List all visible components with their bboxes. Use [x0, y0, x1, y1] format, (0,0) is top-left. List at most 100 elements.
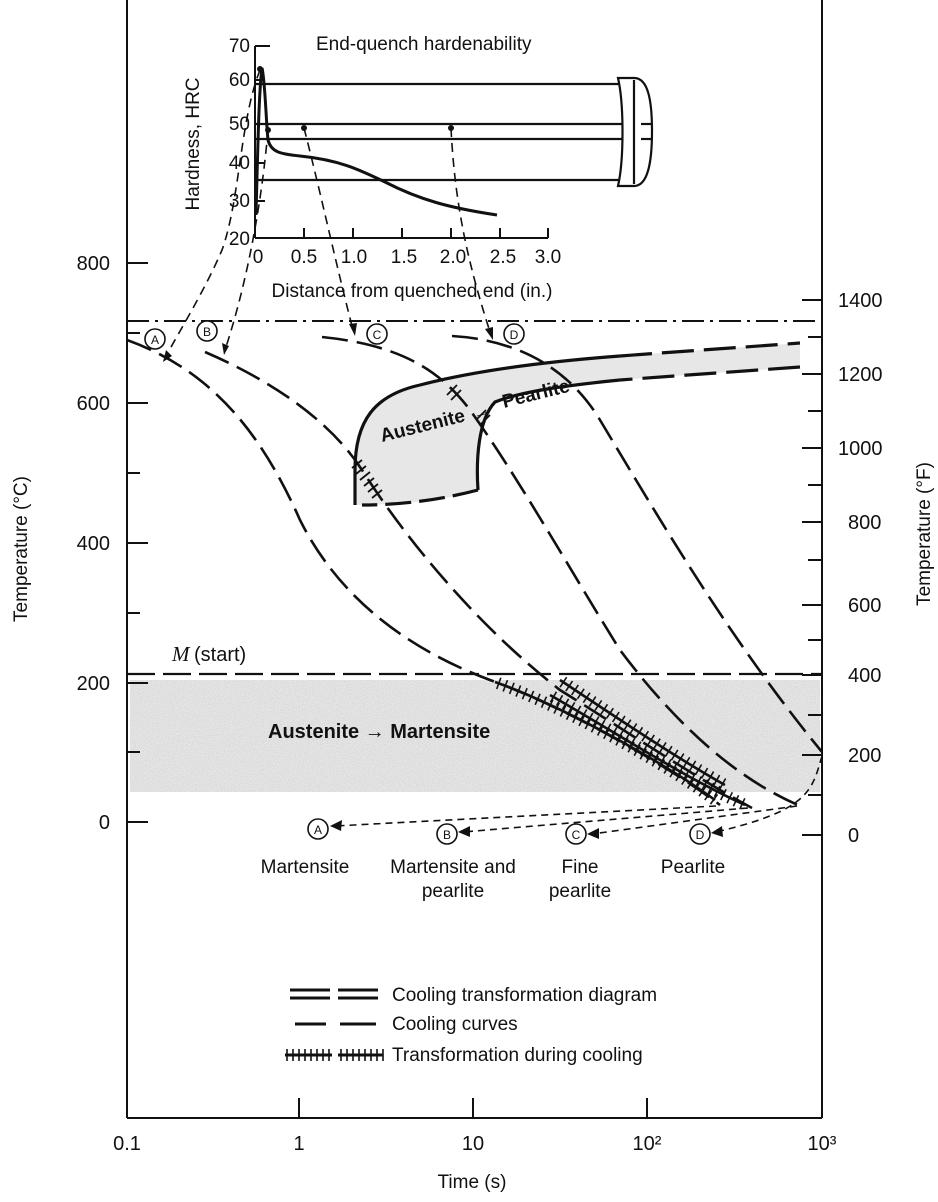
- hatch-tick: [645, 751, 654, 764]
- hatch-tick: [688, 760, 697, 772]
- hatch-tick: [549, 691, 558, 703]
- legend-label-hatched: Transformation during cooling: [392, 1045, 643, 1066]
- hatch-tick: [573, 705, 582, 717]
- hatch-tick: [682, 756, 691, 768]
- hatch-tick: [590, 721, 598, 733]
- hatch-tick: [572, 711, 579, 724]
- inset-connectors: [164, 69, 492, 359]
- hatch-tick: [695, 775, 703, 788]
- inset-end-quench: End-quench hardenability 70 60 50 40 30 …: [183, 34, 654, 302]
- hatch-tick: [508, 682, 515, 695]
- hatch-tick: [606, 707, 614, 719]
- hatch-tick: [676, 753, 685, 765]
- hatch-tick: [540, 696, 548, 708]
- inset-y-axis-label: Hardness, HRC: [183, 77, 204, 210]
- hatch-tick: [567, 701, 576, 714]
- hatch-tick: [616, 730, 624, 742]
- hatch-tick: [495, 677, 502, 690]
- tick-t-10: 10: [462, 1133, 484, 1155]
- hatch-tick: [628, 737, 636, 749]
- hatch-tick: [670, 762, 678, 774]
- hatch-tick: [576, 688, 585, 700]
- hatch-tick: [611, 711, 620, 723]
- legend-swatch-ctd: [290, 988, 378, 1000]
- hatch-tick: [652, 751, 660, 764]
- hatch-tick: [565, 708, 573, 720]
- hatch-tick: [585, 712, 594, 724]
- product-c-line2: pearlite: [549, 881, 611, 902]
- hardness-curve: [254, 67, 498, 217]
- connector-arrowheads: [163, 323, 493, 362]
- hatch-tick: [658, 742, 667, 754]
- inset-x-axis-label: Distance from quenched end (in.): [272, 281, 553, 302]
- hatch-tick: [706, 771, 715, 783]
- hatch-tick: [641, 730, 650, 742]
- hatch-tick: [682, 769, 690, 781]
- tick-f-600: 600: [848, 595, 881, 617]
- marker-d-top: D: [510, 328, 519, 342]
- hatch-tick: [688, 772, 697, 784]
- inset-x-tick-labels: 0 0.5 1.0 1.5 2.0 2.5 3.0: [253, 247, 562, 268]
- hatch-tick: [698, 785, 707, 797]
- hatch-tick: [663, 762, 672, 774]
- cooling-curve-d: [451, 334, 824, 753]
- inset-xtick-2-0: 2.0: [440, 247, 466, 268]
- hatch-tick: [640, 744, 648, 757]
- hatch-tick: [732, 794, 740, 807]
- hatch-tick: [634, 741, 642, 753]
- product-arrowheads: [330, 820, 723, 839]
- bottom-tick-labels: 0.1 1 10 10² 10³: [113, 1133, 837, 1155]
- y-axis-label-left: Temperature (°C): [11, 476, 32, 622]
- hatch-tick: [658, 755, 666, 767]
- hatch-tick: [515, 685, 522, 697]
- hatch-tick: [502, 679, 509, 692]
- hatch-tick: [621, 737, 629, 750]
- inset-xtick-1-0: 1.0: [341, 247, 367, 268]
- hatch-tick: [582, 692, 591, 704]
- inset-xtick-0-5: 0.5: [291, 247, 317, 268]
- product-a-line1: Martensite: [261, 857, 350, 878]
- hatch-tick: [713, 785, 721, 798]
- product-marker-a: A: [314, 823, 322, 837]
- hatch-tick: [681, 774, 689, 786]
- transformation-hatch-ctd: [351, 384, 491, 499]
- hatch-tick: [617, 715, 626, 727]
- hatch-tick: [635, 726, 644, 738]
- hatch-tick: [627, 741, 635, 753]
- hatch-tick: [597, 719, 606, 731]
- hatch-tick: [657, 759, 666, 771]
- tick-f-800: 800: [848, 512, 881, 534]
- x-axis-label: Time (s): [438, 1172, 507, 1193]
- hatch-tick: [646, 748, 654, 760]
- hatch-tick: [559, 705, 567, 717]
- inset-title: End-quench hardenability: [316, 34, 532, 55]
- left-axis-ticks: [127, 262, 148, 823]
- hatch-tick: [555, 694, 564, 707]
- hatch-tick: [559, 676, 568, 688]
- hatch-tick: [603, 723, 612, 735]
- hatch-tick: [739, 797, 746, 810]
- tick-t-0-1: 0.1: [113, 1133, 141, 1155]
- curve-markers-top: A B C D: [144, 320, 525, 350]
- hatch-tick: [578, 714, 586, 727]
- hatch-tick: [633, 744, 641, 757]
- hatch-tick: [570, 684, 579, 696]
- transformation-ticks: [495, 676, 746, 810]
- product-c-line1: Fine: [562, 857, 599, 878]
- legend-label-ctd: Cooling transformation diagram: [392, 985, 657, 1006]
- hatch-tick: [561, 698, 570, 710]
- hatch-tick: [686, 777, 695, 789]
- inset-xtick-3-0: 3.0: [535, 247, 561, 268]
- inset-dots: [257, 66, 454, 133]
- hatch-tick: [528, 690, 535, 703]
- product-labels: Martensite Martensite and pearlite Fine …: [261, 857, 726, 902]
- hatch-tick: [565, 680, 574, 692]
- inset-xtick-0: 0: [253, 247, 264, 268]
- bottom-axis-ticks: [298, 1098, 648, 1118]
- inset-xtick-2-5: 2.5: [490, 247, 516, 268]
- tick-t-1000: 10³: [808, 1133, 837, 1155]
- hatch-tick: [700, 767, 709, 779]
- inset-y-tick-labels: 70 60 50 40 30 20: [229, 36, 250, 250]
